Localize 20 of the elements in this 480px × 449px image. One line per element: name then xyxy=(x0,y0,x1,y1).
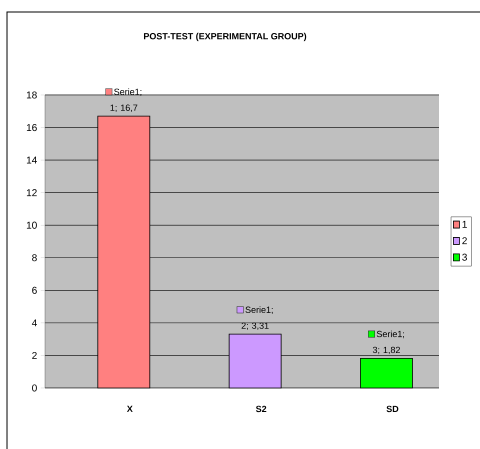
y-tick-label: 0 xyxy=(32,384,37,392)
legend-label: 2 xyxy=(462,237,467,244)
data-label: Serie1; 1; 16,7 xyxy=(110,88,142,112)
chart-title: POST-TEST (EXPERIMENTAL GROUP) xyxy=(144,32,306,42)
y-tick-label: 8 xyxy=(32,254,37,262)
data-label: Serie1; 3; 1,82 xyxy=(372,330,404,354)
y-tick-label: 12 xyxy=(26,189,37,196)
y-tick-label: 2 xyxy=(32,352,37,359)
legend-label: 1 xyxy=(462,220,467,228)
y-tick-label: 4 xyxy=(32,319,37,326)
y-tick-label: 16 xyxy=(26,124,37,132)
y-tick-label: 10 xyxy=(26,222,37,229)
data-label: Serie1; 2; 3,31 xyxy=(242,306,273,330)
legend-label: 3 xyxy=(462,254,467,261)
x-tick-label: S2 xyxy=(256,406,266,412)
x-tick-label: SD xyxy=(386,406,398,412)
y-tick-label: 18 xyxy=(26,91,37,99)
x-tick-label: X xyxy=(126,406,133,412)
y-tick-label: 6 xyxy=(32,286,37,294)
y-tick-label: 14 xyxy=(26,156,37,164)
